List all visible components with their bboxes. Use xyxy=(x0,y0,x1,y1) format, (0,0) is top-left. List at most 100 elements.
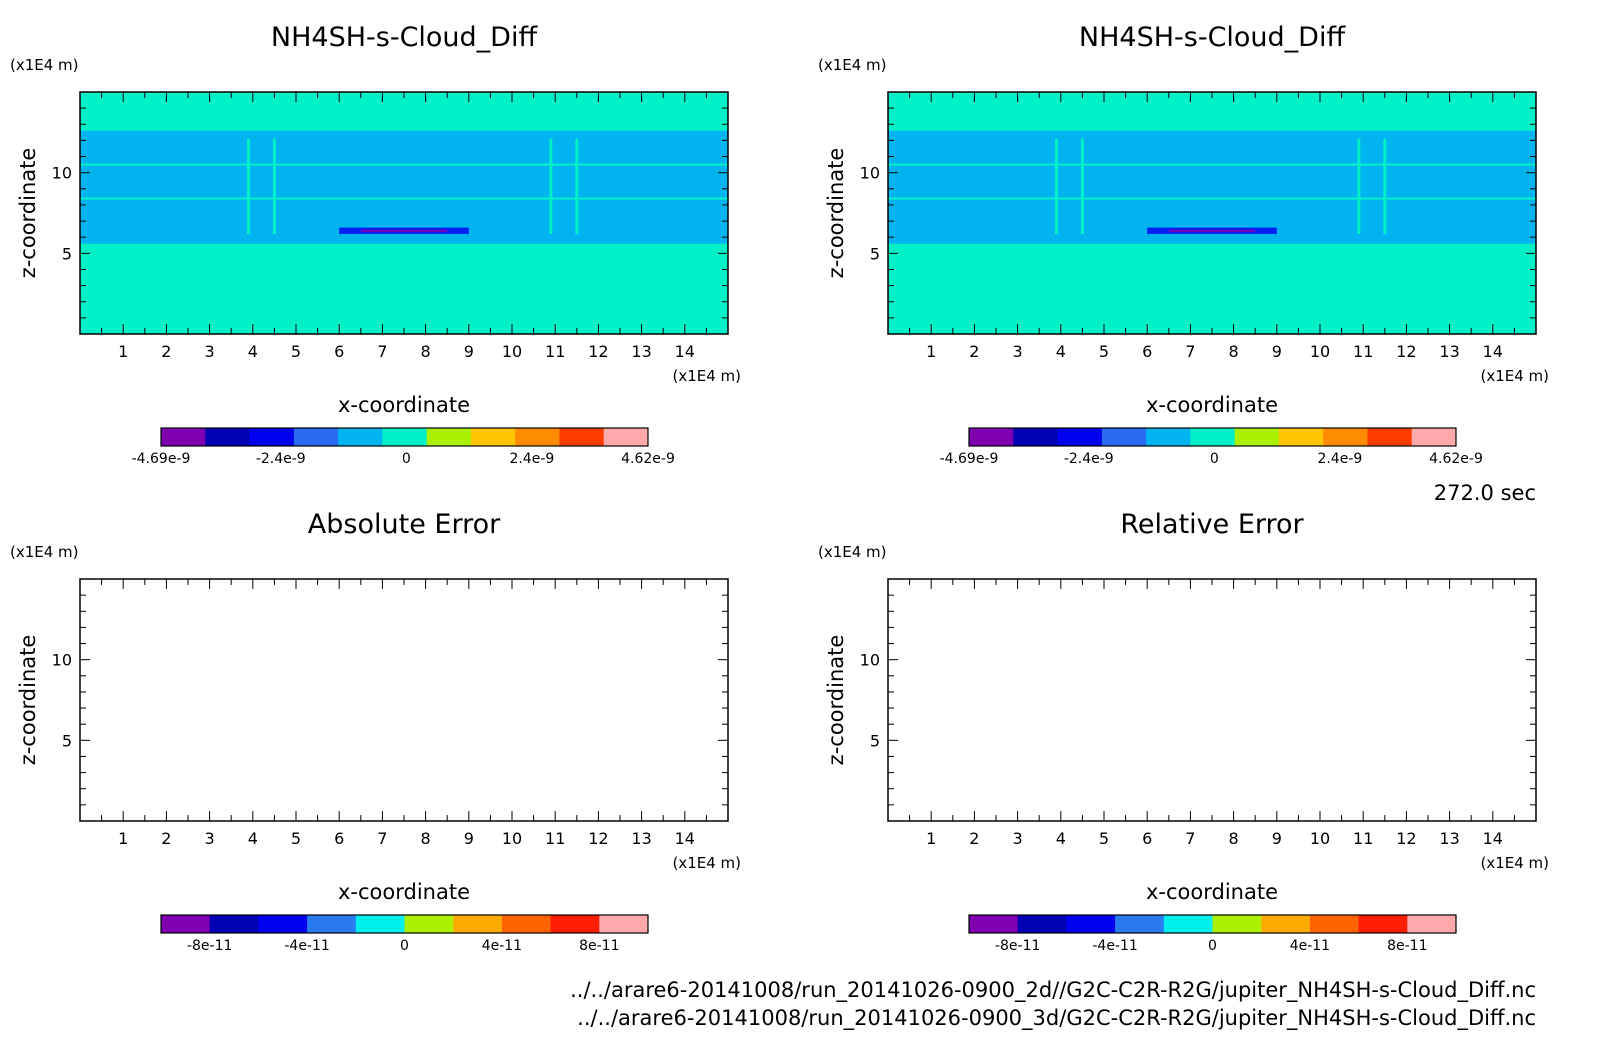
colorbar-tick-label: -4e-11 xyxy=(1092,938,1137,954)
x-tick-label: 9 xyxy=(1272,829,1282,848)
source-file-3d: ../../arare6-20141008/run_20141026-0900_… xyxy=(577,1006,1536,1031)
x-tick-label: 11 xyxy=(545,342,565,361)
x-tick-label: 8 xyxy=(421,829,431,848)
x-axis-label: x-coordinate xyxy=(1146,880,1278,904)
colorbar-swatch xyxy=(1407,915,1457,933)
y-tick-label: 5 xyxy=(62,244,72,263)
x-unit-label: (x1E4 m) xyxy=(672,367,741,385)
x-tick-label: 7 xyxy=(377,342,387,361)
colorbar-swatch xyxy=(969,915,1019,933)
x-tick-label: 2 xyxy=(161,342,171,361)
colorbar-tick-label: -4.69e-9 xyxy=(132,451,191,467)
colorbar-frame xyxy=(968,427,1457,447)
x-tick-label: 4 xyxy=(248,342,258,361)
x-tick-label: 3 xyxy=(1013,829,1023,848)
y-axis-label: z-coordinate xyxy=(824,635,848,766)
x-tick-label: 14 xyxy=(675,342,695,361)
colorbar-tick-label: 0 xyxy=(402,451,411,467)
colorbar-tick-label: 0 xyxy=(400,938,409,954)
plot-frame xyxy=(887,578,1537,822)
colorbar-swatch xyxy=(209,915,259,933)
x-tick-label: 11 xyxy=(545,829,565,848)
x-tick-label: 1 xyxy=(118,829,128,848)
colorbar-frame xyxy=(160,914,649,934)
x-tick-label: 14 xyxy=(675,829,695,848)
colorbar-swatch xyxy=(1212,915,1262,933)
x-tick-label: 6 xyxy=(334,829,344,848)
chart-panel-4: Relative Error(x1E4 m)(x1E4 m)1 2 3 4 5 6 7 8 9 1… xyxy=(818,509,1549,954)
x-tick-label: 8 xyxy=(421,342,431,361)
y-unit-label: (x1E4 m) xyxy=(10,56,79,74)
x-tick-label: 10 xyxy=(502,342,522,361)
x-tick-label: 9 xyxy=(1272,342,1282,361)
colorbar-tick-label: 0 xyxy=(1208,938,1217,954)
y-tick-label: 10 xyxy=(860,651,880,670)
x-tick-label: 1 xyxy=(118,342,128,361)
field-cloud-layer xyxy=(888,130,1536,244)
colorbar-swatch xyxy=(1066,915,1116,933)
colorbar-tick-label: 2.4e-9 xyxy=(1317,451,1362,467)
colorbar-tick-label: 4.62e-9 xyxy=(1429,451,1483,467)
panel-title: Absolute Error xyxy=(308,509,501,540)
x-tick-label: 3 xyxy=(1013,342,1023,361)
x-tick-label: 13 xyxy=(1439,342,1459,361)
colorbar-tick-label: 8e-11 xyxy=(1387,938,1427,954)
colorbar-tick-label: -4.69e-9 xyxy=(940,451,999,467)
x-tick-label: 6 xyxy=(1142,829,1152,848)
x-unit-label: (x1E4 m) xyxy=(1480,854,1549,872)
x-tick-label: 5 xyxy=(291,342,301,361)
panel-title: Relative Error xyxy=(1120,509,1304,540)
x-tick-label: 11 xyxy=(1353,342,1373,361)
x-tick-label: 10 xyxy=(1310,829,1330,848)
panel-title: NH4SH-s-Cloud_Diff xyxy=(1079,22,1347,53)
x-tick-label: 13 xyxy=(1439,829,1459,848)
x-tick-label: 12 xyxy=(588,342,608,361)
colorbar-swatch xyxy=(969,428,1014,446)
x-tick-label: 1 xyxy=(926,829,936,848)
y-tick-label: 10 xyxy=(52,651,72,670)
y-tick-label: 5 xyxy=(870,731,880,750)
colorbar-swatch xyxy=(205,428,251,446)
y-tick-label: 10 xyxy=(860,164,880,183)
colorbar-swatch xyxy=(1057,428,1103,446)
colorbar-frame xyxy=(968,914,1457,934)
colorbar-swatch xyxy=(1367,428,1413,446)
plot-frame xyxy=(79,578,729,822)
colorbar-tick-label: -2.4e-9 xyxy=(256,451,306,467)
x-tick-label: 10 xyxy=(1310,342,1330,361)
x-tick-label: 2 xyxy=(969,829,979,848)
x-tick-label: 1 xyxy=(926,342,936,361)
colorbar-tick-label: -8e-11 xyxy=(187,938,232,954)
y-tick-label: 5 xyxy=(870,244,880,263)
x-tick-label: 11 xyxy=(1353,829,1373,848)
x-tick-label: 5 xyxy=(291,829,301,848)
colorbar-swatch xyxy=(1101,428,1147,446)
x-tick-label: 6 xyxy=(1142,342,1152,361)
colorbar-swatch xyxy=(426,428,472,446)
colorbar-swatch xyxy=(550,915,600,933)
colorbar-swatch xyxy=(293,428,339,446)
colorbar-swatch xyxy=(1017,915,1067,933)
colorbar-swatch xyxy=(1261,915,1311,933)
chart-panel-3: Absolute Error(x1E4 m)(x1E4 m)1 2 3 4 5 6 7 8 9 1… xyxy=(10,509,741,954)
colorbar-swatch xyxy=(603,428,649,446)
colorbar-swatch xyxy=(404,915,454,933)
x-tick-label: 6 xyxy=(334,342,344,361)
colorbar-tick-label: 4e-11 xyxy=(482,938,522,954)
y-axis-label: z-coordinate xyxy=(824,148,848,279)
colorbar-swatch xyxy=(515,428,560,446)
colorbar-swatch xyxy=(338,428,383,446)
colorbar-tick-label: 4.62e-9 xyxy=(621,451,675,467)
x-tick-label: 12 xyxy=(1396,829,1416,848)
x-tick-label: 4 xyxy=(1056,829,1066,848)
x-tick-label: 9 xyxy=(464,829,474,848)
y-tick-label: 10 xyxy=(52,164,72,183)
colorbar-swatch xyxy=(599,915,649,933)
colorbar-swatch xyxy=(1411,428,1457,446)
y-axis-label: z-coordinate xyxy=(16,635,40,766)
colorbar-swatch xyxy=(453,915,503,933)
chart-panel-2: NH4SH-s-Cloud_Diff(x1E4 m)(x1E4 m)1 2 3 4 5 6… xyxy=(818,22,1549,467)
x-tick-label: 9 xyxy=(464,342,474,361)
x-tick-label: 12 xyxy=(588,829,608,848)
